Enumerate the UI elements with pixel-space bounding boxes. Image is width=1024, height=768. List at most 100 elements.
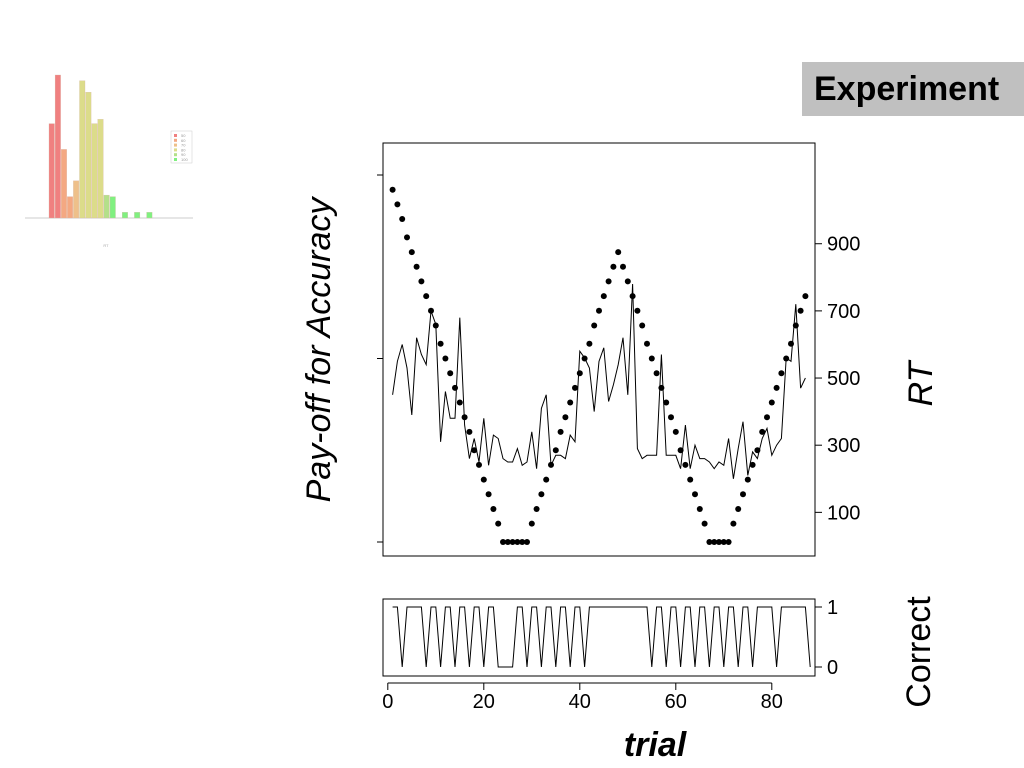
- payoff-point: [567, 399, 574, 406]
- thumb-legend-label: 70: [181, 143, 186, 148]
- payoff-point: [639, 322, 646, 329]
- payoff-point: [735, 506, 742, 512]
- payoff-point: [428, 307, 434, 314]
- payoff-point: [572, 384, 578, 391]
- main-plot-frame: [382, 142, 816, 557]
- payoff-point: [399, 216, 406, 222]
- payoff-point: [552, 447, 559, 454]
- correct-axis: 10: [815, 597, 838, 679]
- experiment-badge-label: Experiment: [814, 70, 1000, 108]
- payoff-point: [788, 340, 794, 347]
- payoff-point: [658, 384, 665, 391]
- experiment-badge: Experiment: [802, 62, 1024, 116]
- thumb-bar: [122, 212, 128, 219]
- rt-tick-label: 900: [827, 234, 860, 256]
- thumb-bar: [103, 194, 110, 219]
- payoff-point: [519, 539, 526, 545]
- thumb-bar: [97, 119, 104, 219]
- trial-tick-label: 60: [665, 691, 687, 713]
- payoff-point: [634, 307, 641, 314]
- payoff-point: [783, 355, 790, 362]
- payoff-point: [792, 322, 799, 329]
- payoff-point: [624, 278, 631, 285]
- rt-axis-label: RT: [902, 359, 940, 406]
- payoff-point: [466, 428, 473, 435]
- thumb-bar: [79, 80, 86, 219]
- payoff-point: [644, 340, 650, 347]
- payoff-point: [692, 491, 698, 498]
- payoff-point: [394, 201, 401, 208]
- payoff-point: [740, 491, 746, 498]
- payoff-point: [797, 307, 804, 314]
- payoff-point: [730, 520, 737, 527]
- payoff-point: [768, 399, 775, 406]
- payoff-point: [759, 428, 766, 435]
- payoff-point: [480, 476, 487, 483]
- thumb-legend-swatch: [174, 158, 177, 161]
- trial-axis: 0 20 40 60 80: [382, 682, 783, 713]
- correct-tick-label: 0: [827, 657, 838, 679]
- trial-tick-label: 20: [473, 691, 495, 713]
- trial-tick-label: 40: [569, 691, 591, 713]
- correct-tick-label: 1: [827, 597, 838, 619]
- thumb-legend-swatch: [174, 148, 177, 152]
- payoff-point: [586, 340, 593, 347]
- payoff-point: [418, 278, 425, 285]
- payoff-point: [716, 539, 722, 545]
- payoff-point: [744, 476, 751, 483]
- payoff-point: [447, 370, 454, 377]
- thumb-bar: [67, 196, 73, 219]
- correct-line: [392, 606, 811, 668]
- payoff-point: [605, 278, 612, 285]
- payoff-point: [495, 520, 502, 527]
- payoff-point: [591, 322, 598, 329]
- payoff-point: [696, 506, 703, 512]
- payoff-point: [504, 539, 511, 545]
- payoff-point: [413, 263, 420, 270]
- payoff-point: [557, 428, 564, 435]
- payoff-point: [682, 461, 689, 468]
- payoff-point: [514, 539, 521, 545]
- thumb-legend-swatch: [174, 134, 177, 137]
- thumb-bar: [48, 123, 55, 219]
- payoff-point: [764, 414, 770, 421]
- payoff-point: [687, 476, 694, 483]
- payoff-point: [490, 506, 497, 512]
- payoff-point: [610, 263, 617, 270]
- thumb-bar: [85, 92, 92, 219]
- payoff-axis: [377, 174, 383, 543]
- payoff-point: [749, 461, 756, 468]
- rt-axis: 100 300 500 700 900: [815, 234, 860, 524]
- payoff-point: [629, 293, 636, 300]
- correct-line-group: [392, 606, 811, 668]
- payoff-point: [668, 414, 674, 421]
- payoff-point: [581, 355, 588, 362]
- payoff-point: [711, 539, 718, 545]
- rt-tick-label: 500: [827, 368, 860, 390]
- payoff-point: [432, 322, 439, 329]
- thumb-bar: [146, 212, 153, 219]
- thumb-bar: [109, 196, 116, 219]
- payoff-point: [442, 355, 449, 362]
- payoff-point: [773, 384, 780, 391]
- payoff-point: [576, 370, 583, 377]
- payoff-point: [456, 399, 463, 406]
- payoff-point: [500, 539, 506, 545]
- payoff-point: [437, 340, 444, 347]
- payoff-point: [543, 476, 550, 483]
- payoff-point: [471, 447, 478, 454]
- thumb-legend-label: 80: [181, 147, 186, 152]
- payoff-point: [389, 186, 396, 193]
- thumb-legend-swatch: [174, 143, 177, 147]
- thumb-bar: [73, 180, 80, 219]
- payoff-point: [461, 414, 468, 421]
- payoff-point: [706, 539, 713, 545]
- payoff-point: [620, 263, 626, 270]
- thumb-legend-label: 90: [181, 152, 186, 157]
- payoff-point: [596, 307, 602, 314]
- thumb-bar: [54, 74, 61, 219]
- payoff-point: [778, 370, 785, 377]
- payoff-point: [725, 539, 732, 545]
- thumb-bar: [91, 123, 98, 219]
- payoff-point: [476, 461, 482, 468]
